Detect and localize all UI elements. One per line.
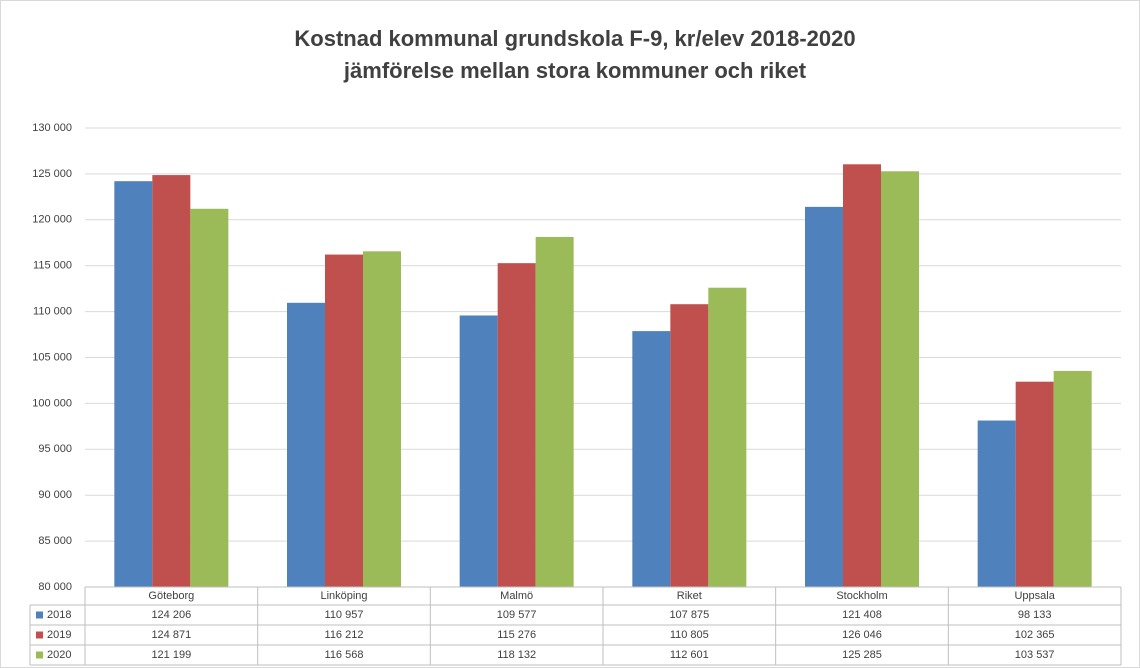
- legend-label: 2018: [47, 609, 71, 621]
- table-value: 124 871: [151, 629, 191, 641]
- y-tick-label: 85 000: [38, 535, 72, 547]
- y-tick-label: 90 000: [38, 489, 72, 501]
- table-value: 124 206: [151, 609, 191, 621]
- legend-label: 2019: [47, 629, 71, 641]
- table-value: 109 577: [497, 609, 537, 621]
- bar: [190, 208, 229, 587]
- y-tick-label: 105 000: [32, 351, 72, 363]
- y-tick-label: 100 000: [32, 397, 72, 409]
- table-value: 110 957: [325, 609, 364, 621]
- chart-subtitle: jämförelse mellan stora kommuner och rik…: [343, 58, 807, 83]
- bar: [977, 420, 1016, 587]
- y-tick-label: 120 000: [32, 214, 72, 226]
- y-tick-label: 125 000: [32, 168, 72, 180]
- legend-swatch: [36, 611, 43, 619]
- x-tick-label: Göteborg: [148, 590, 194, 602]
- x-tick-label: Uppsala: [1014, 590, 1055, 602]
- table-value: 98 133: [1018, 609, 1052, 621]
- y-tick-label: 110 000: [33, 306, 72, 318]
- table-value: 116 212: [325, 629, 364, 641]
- table-value: 112 601: [670, 649, 709, 661]
- bar: [1015, 381, 1054, 587]
- bar: [670, 304, 709, 587]
- bar: [152, 175, 191, 587]
- bar: [363, 251, 401, 587]
- x-tick-label: Malmö: [500, 590, 533, 602]
- table-value: 116 568: [325, 649, 364, 661]
- bar: [708, 287, 747, 587]
- table-value: 125 285: [842, 649, 882, 661]
- table-value: 102 365: [1015, 629, 1055, 641]
- bar: [325, 254, 363, 587]
- bar: [805, 206, 843, 587]
- x-tick-label: Stockholm: [836, 590, 887, 602]
- legend-label: 2020: [47, 649, 71, 661]
- bar: [497, 263, 536, 587]
- bar: [114, 181, 153, 588]
- bar: [1053, 370, 1092, 587]
- table-value: 118 132: [497, 649, 536, 661]
- table-value: 110 805: [670, 629, 709, 641]
- bar: [632, 331, 671, 587]
- y-tick-label: 130 000: [32, 122, 72, 134]
- table-value: 121 199: [151, 649, 191, 661]
- bar: [843, 164, 881, 587]
- table-value: 103 537: [1015, 649, 1055, 661]
- bar: [535, 236, 574, 587]
- chart-title: Kostnad kommunal grundskola F-9, kr/elev…: [294, 26, 855, 51]
- table-value: 107 875: [669, 609, 709, 621]
- bar: [881, 171, 919, 588]
- bar: [459, 315, 498, 587]
- y-tick-label: 115 000: [33, 260, 72, 272]
- bar: [287, 302, 325, 587]
- table-value: 126 046: [842, 629, 882, 641]
- x-tick-label: Riket: [677, 590, 702, 602]
- table-value: 121 408: [842, 609, 882, 621]
- legend-swatch: [36, 631, 43, 639]
- x-tick-label: Linköping: [320, 590, 367, 602]
- legend-swatch: [36, 651, 43, 659]
- y-tick-label: 95 000: [38, 443, 72, 455]
- table-value: 115 276: [497, 629, 536, 641]
- y-tick-label: 80 000: [38, 581, 72, 593]
